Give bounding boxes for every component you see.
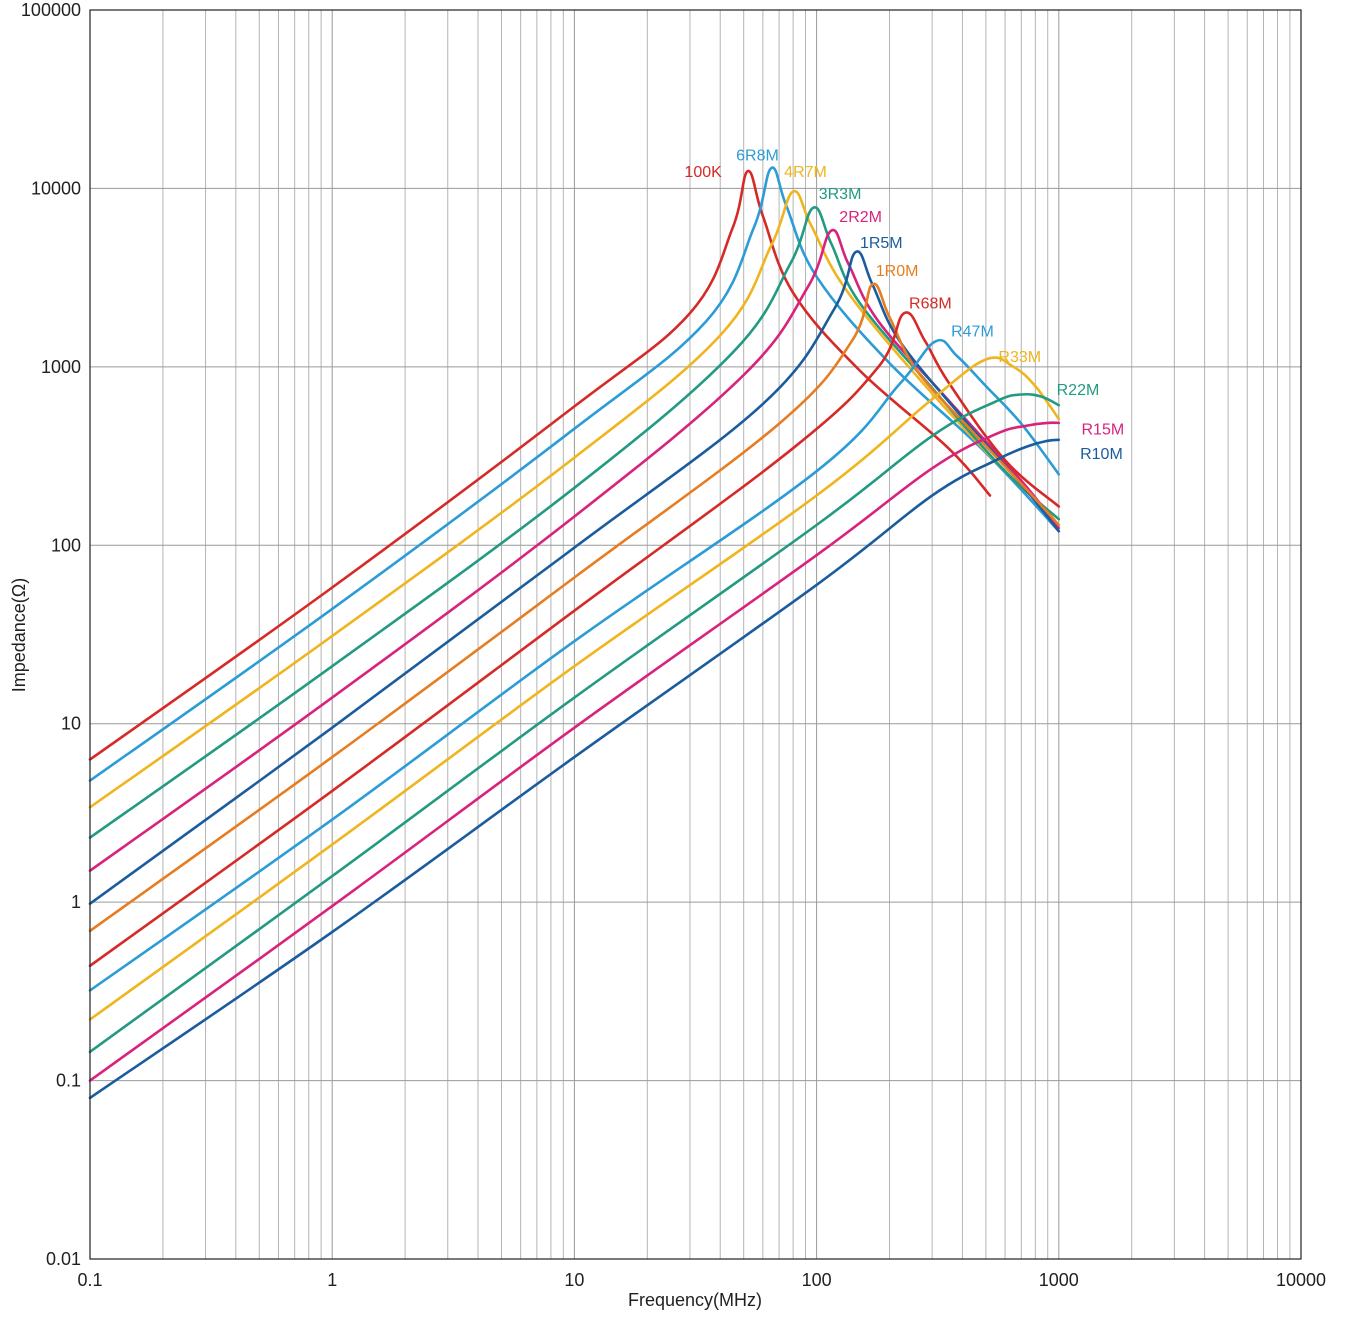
y-tick-label: 100000	[21, 0, 81, 20]
series-line-100k	[88, 169, 992, 761]
y-tick-label: 1	[71, 892, 81, 912]
y-tick-label: 0.1	[56, 1071, 81, 1091]
x-tick-label: 10	[564, 1270, 584, 1290]
y-tick-labels: 0.01 0.1 1 10 100 1000 10000 100000	[21, 0, 81, 1269]
series-label-r47m: R47M	[951, 323, 994, 340]
series-label-4r7m: 4R7M	[784, 164, 827, 181]
curves	[88, 166, 1061, 1100]
x-tick-labels: 0.1 1 10 100 1000 10000	[77, 1270, 1326, 1290]
series-label-r22m: R22M	[1057, 382, 1100, 399]
x-tick-label: 100	[802, 1270, 832, 1290]
series-label-r10m: R10M	[1080, 446, 1123, 463]
x-tick-label: 10000	[1276, 1270, 1326, 1290]
series-line-r15m	[88, 421, 1061, 1082]
series-label-2r2m: 2R2M	[839, 209, 882, 226]
x-tick-label: 0.1	[77, 1270, 102, 1290]
series-label-r33m: R33M	[998, 349, 1041, 366]
series-line-6r8m	[88, 166, 1061, 782]
series-label-1r5m: 1R5M	[860, 235, 903, 252]
grid	[90, 10, 1301, 1259]
plot-frame	[89, 9, 1302, 1260]
y-tick-label: 10	[61, 714, 81, 734]
series-label-r68m: R68M	[909, 295, 952, 312]
series-line-r68m	[88, 311, 1061, 968]
series-label-100k: 100K	[684, 164, 722, 181]
series-line-r47m	[88, 338, 1061, 992]
series-label-r15m: R15M	[1081, 422, 1124, 439]
series-line-r33m	[88, 356, 1061, 1021]
x-axis-label: Frequency(MHz)	[628, 1290, 762, 1310]
series-line-1r0m	[88, 282, 1061, 933]
series-line-r10m	[88, 438, 1061, 1100]
x-tick-label: 1	[327, 1270, 337, 1290]
series-labels: 100K 6R8M 4R7M 3R3M 2R2M 1R5M 1R0M R68M R47MR33M…	[684, 147, 1124, 462]
series-label-1r0m: 1R0M	[876, 263, 919, 280]
series-line-r22m	[88, 392, 1061, 1054]
series-line-4r7m	[88, 190, 1061, 809]
series-label-3r3m: 3R3M	[819, 186, 862, 203]
y-tick-label: 1000	[41, 357, 81, 377]
y-tick-label: 0.01	[46, 1249, 81, 1269]
series-label-6r8m: 6R8M	[736, 147, 779, 164]
y-axis-label: Impedance(Ω)	[9, 578, 29, 693]
x-tick-label: 1000	[1039, 1270, 1079, 1290]
y-tick-label: 10000	[31, 178, 81, 198]
y-tick-label: 100	[51, 535, 81, 555]
